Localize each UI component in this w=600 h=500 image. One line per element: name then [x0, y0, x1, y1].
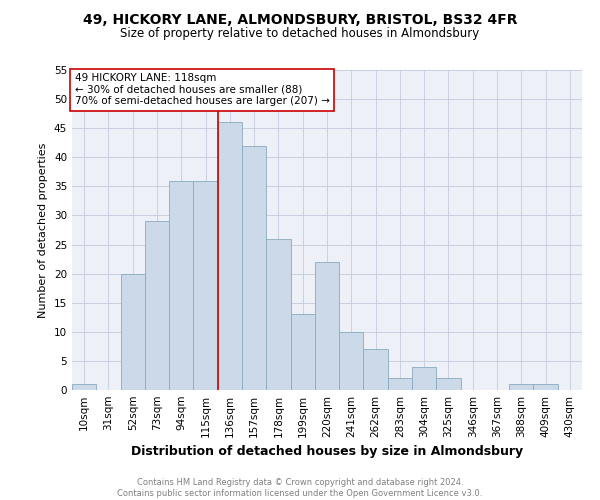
Bar [533, 384, 558, 390]
Bar [193, 180, 218, 390]
Bar [218, 122, 242, 390]
Bar [242, 146, 266, 390]
Text: Size of property relative to detached houses in Almondsbury: Size of property relative to detached ho… [121, 28, 479, 40]
Bar [121, 274, 145, 390]
Bar [145, 222, 169, 390]
Y-axis label: Number of detached properties: Number of detached properties [38, 142, 49, 318]
Bar [266, 238, 290, 390]
Bar [169, 180, 193, 390]
Text: 49, HICKORY LANE, ALMONDSBURY, BRISTOL, BS32 4FR: 49, HICKORY LANE, ALMONDSBURY, BRISTOL, … [83, 12, 517, 26]
Bar [412, 366, 436, 390]
Bar [436, 378, 461, 390]
Text: 49 HICKORY LANE: 118sqm
← 30% of detached houses are smaller (88)
70% of semi-de: 49 HICKORY LANE: 118sqm ← 30% of detache… [74, 73, 329, 106]
Bar [364, 350, 388, 390]
Text: Contains HM Land Registry data © Crown copyright and database right 2024.
Contai: Contains HM Land Registry data © Crown c… [118, 478, 482, 498]
Bar [290, 314, 315, 390]
Bar [388, 378, 412, 390]
X-axis label: Distribution of detached houses by size in Almondsbury: Distribution of detached houses by size … [131, 446, 523, 458]
Bar [315, 262, 339, 390]
Bar [509, 384, 533, 390]
Bar [72, 384, 96, 390]
Bar [339, 332, 364, 390]
